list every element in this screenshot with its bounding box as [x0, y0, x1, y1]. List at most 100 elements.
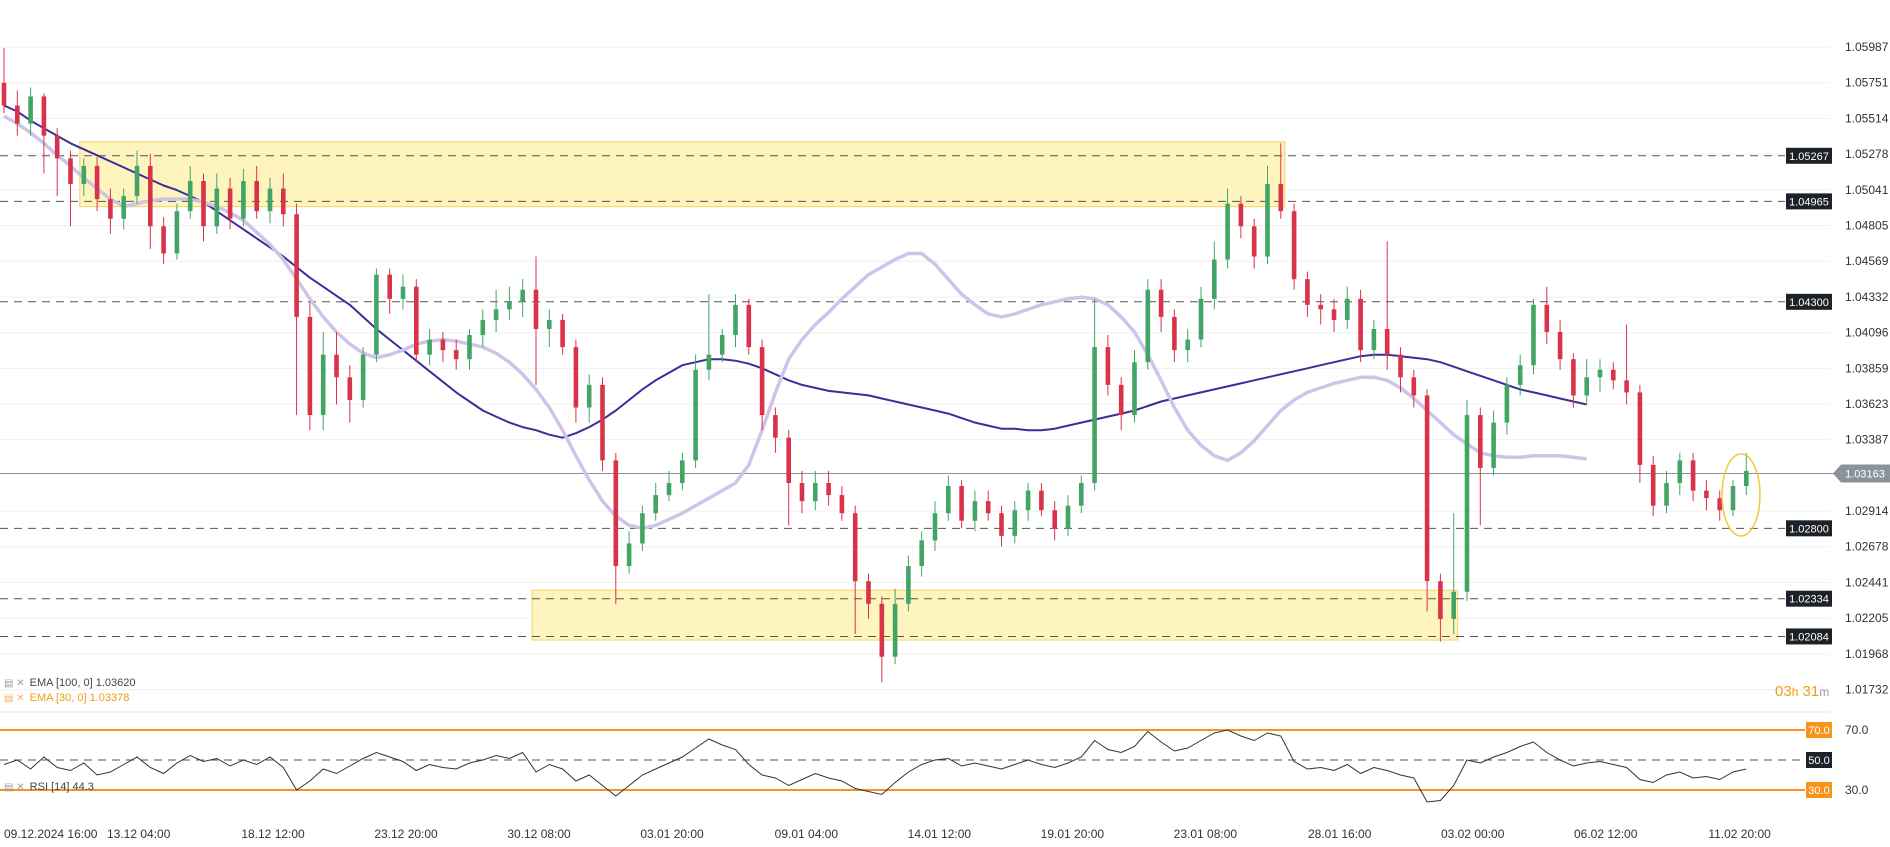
x-tick-label: 14.01 12:00 — [908, 827, 972, 841]
candle-body — [1384, 328, 1390, 355]
ema100-line — [3, 104, 1587, 439]
level-marker-label: 1.02334 — [1789, 594, 1829, 606]
level-marker-label: 1.04965 — [1789, 196, 1829, 208]
y-tick-label: 1.02678 — [1845, 540, 1889, 554]
candle-body — [680, 460, 685, 484]
candle — [1052, 501, 1057, 541]
level-marker-label: 1.04300 — [1789, 297, 1829, 309]
candle-body — [1012, 510, 1018, 536]
candle-body — [1557, 332, 1563, 360]
candle-body — [613, 460, 619, 567]
candle — [1438, 573, 1443, 642]
candle-body — [1690, 460, 1696, 491]
x-tick-label: 11.02 20:00 — [1708, 827, 1771, 841]
x-tick-label: 03.02 00:00 — [1441, 827, 1505, 841]
candle — [1464, 399, 1470, 601]
candle-body — [1717, 498, 1722, 511]
candle — [1371, 319, 1377, 360]
ema100-legend[interactable]: ▤ ✕ EMA [100, 0] 1.03620 — [4, 677, 135, 689]
candle — [1331, 298, 1337, 333]
candle-body — [826, 483, 831, 496]
price-zone — [531, 589, 1459, 641]
candle — [1345, 286, 1350, 329]
candle — [1717, 490, 1722, 521]
candle-body — [1238, 203, 1244, 227]
level-marker — [1786, 293, 1832, 310]
candle — [666, 470, 672, 502]
y-tick-label: 1.03859 — [1845, 361, 1889, 375]
rsi-legend-label: RSI [14] 44.3 — [29, 781, 94, 793]
settings-icon[interactable]: ▤ ✕ — [4, 782, 25, 793]
candle — [360, 347, 366, 408]
candle — [1517, 354, 1523, 396]
level-marker — [1786, 628, 1832, 645]
candle — [985, 490, 991, 521]
candle — [932, 501, 938, 551]
candle — [334, 332, 339, 405]
candle-body — [1451, 591, 1456, 619]
candle-body — [1504, 384, 1510, 423]
candle-body — [1092, 347, 1097, 484]
candle-body — [879, 603, 885, 657]
candle-body — [640, 513, 645, 544]
candle-body — [15, 105, 20, 124]
x-tick-label: 03.01 20:00 — [640, 827, 704, 841]
candle-body — [666, 483, 672, 496]
candle — [733, 294, 738, 348]
candle-body — [706, 354, 712, 370]
level-marker — [1786, 193, 1832, 210]
candle-body — [919, 540, 924, 567]
candle — [1584, 359, 1589, 405]
y-tick-label: 1.01732 — [1845, 683, 1889, 697]
candle — [414, 279, 419, 363]
candle-body — [161, 226, 166, 254]
candle — [680, 452, 685, 491]
candle-body — [81, 165, 87, 185]
candle-body — [1251, 226, 1257, 257]
candle-body — [1225, 203, 1230, 260]
candle-body — [693, 369, 698, 461]
y-tick-label: 1.04805 — [1845, 219, 1889, 233]
candle — [1677, 452, 1683, 496]
rsi-level-marker-label: 70.0 — [1808, 725, 1829, 737]
candle-body — [1052, 510, 1057, 529]
candle — [440, 332, 446, 363]
settings-icon[interactable]: ▤ ✕ — [4, 678, 25, 689]
ema30-legend[interactable]: ▤ ✕ EMA [30, 0] 1.03378 — [4, 692, 129, 704]
candle-body — [1650, 464, 1656, 506]
y-tick-label: 1.04332 — [1845, 290, 1889, 304]
rsi-legend[interactable]: ▤ ✕ RSI [14] 44.3 — [4, 781, 94, 793]
level-marker — [1786, 590, 1832, 607]
x-tick-label: 13.12 04:00 — [107, 827, 171, 841]
candle — [852, 505, 858, 635]
candle-body — [1305, 279, 1310, 305]
candle — [839, 486, 845, 521]
level-marker-label: 1.02800 — [1789, 523, 1829, 535]
x-tick-label: 09.12.2024 16:00 — [4, 827, 98, 841]
candle-body — [1611, 369, 1616, 381]
candle-body — [241, 181, 246, 219]
candle — [174, 203, 180, 260]
candle — [759, 339, 765, 431]
candle-body — [892, 603, 898, 657]
candles — [1, 48, 1749, 683]
x-tick-label: 06.02 12:00 — [1574, 827, 1638, 841]
candle-body — [414, 286, 419, 355]
candle-body — [254, 181, 259, 212]
candle — [320, 332, 326, 431]
y-tick-label: 1.01968 — [1845, 647, 1889, 661]
candle-body — [1424, 395, 1430, 582]
candle-body — [1132, 362, 1137, 416]
candle-body — [108, 199, 113, 219]
candle-body — [227, 188, 233, 219]
timer-minutes-unit: m — [1819, 685, 1830, 699]
candle — [121, 188, 126, 230]
candle-body — [1172, 316, 1177, 351]
horizontal-levels: 1.05267 1.04965 1.04300 1.02800 1.02334 1.020… — [0, 147, 1890, 645]
settings-icon[interactable]: ▤ ✕ — [4, 693, 25, 704]
candle-body — [134, 165, 140, 197]
candle — [1079, 475, 1084, 514]
candle — [1118, 377, 1124, 431]
candle — [507, 286, 512, 320]
